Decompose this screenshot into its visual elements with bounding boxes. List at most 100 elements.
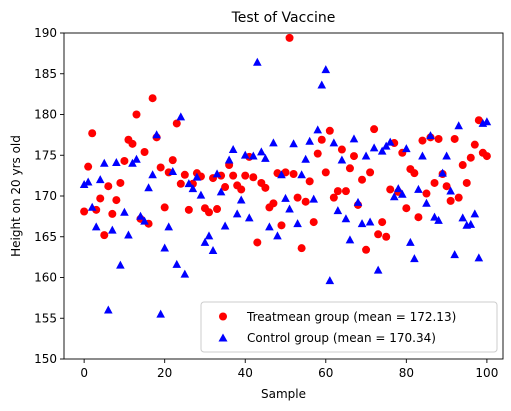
data-point-control xyxy=(184,179,194,188)
data-point-control xyxy=(200,237,210,246)
data-point-treatment xyxy=(213,205,222,214)
data-point-control xyxy=(108,225,117,234)
data-point-control xyxy=(265,222,274,231)
data-point-treatment xyxy=(442,182,451,191)
data-point-control xyxy=(83,177,93,186)
data-point-control xyxy=(79,179,89,188)
data-point-treatment xyxy=(249,173,258,182)
data-point-treatment xyxy=(301,197,310,206)
data-point-treatment xyxy=(88,129,97,138)
data-point-treatment xyxy=(241,171,250,180)
data-point-control xyxy=(418,151,427,160)
y-tick-label: 180 xyxy=(34,108,57,122)
data-point-treatment xyxy=(454,193,463,202)
data-point-control xyxy=(140,216,149,225)
data-point-control xyxy=(361,151,371,160)
data-point-control xyxy=(329,138,339,147)
data-point-control xyxy=(402,144,411,153)
data-point-control xyxy=(188,184,198,193)
data-point-control xyxy=(349,134,359,143)
data-point-control xyxy=(212,169,222,178)
data-point-treatment xyxy=(156,163,165,172)
data-point-control xyxy=(236,195,246,204)
data-point-control xyxy=(357,219,367,228)
data-point-control xyxy=(99,158,109,167)
data-point-treatment xyxy=(204,208,213,217)
data-point-treatment xyxy=(289,169,298,178)
data-point-control xyxy=(232,209,242,218)
data-point-treatment xyxy=(104,182,113,191)
x-axis-label: Sample xyxy=(261,387,306,401)
data-point-treatment xyxy=(160,203,169,212)
data-point-control xyxy=(112,157,121,166)
data-point-treatment xyxy=(450,134,459,143)
data-point-control xyxy=(196,190,206,199)
data-point-control xyxy=(281,193,290,202)
data-point-control xyxy=(369,143,379,152)
data-point-treatment xyxy=(321,168,330,177)
y-axis-label: Height on 20 yrs old xyxy=(9,135,23,257)
data-point-control xyxy=(228,144,238,153)
data-point-treatment xyxy=(100,231,109,240)
data-point-control xyxy=(248,151,258,160)
data-point-control xyxy=(180,269,190,278)
data-point-control xyxy=(204,231,214,240)
series-control xyxy=(79,57,492,318)
data-point-control xyxy=(377,146,387,155)
data-point-control xyxy=(216,187,226,196)
legend-label-control: Control group (mean = 170.34) xyxy=(247,331,436,345)
data-point-treatment xyxy=(221,183,230,192)
data-point-control xyxy=(156,309,165,318)
y-tick-label: 150 xyxy=(34,352,57,366)
legend-label-treatment: Treatmean group (mean = 172.13) xyxy=(246,310,456,324)
x-tick-label: 100 xyxy=(475,366,498,380)
data-point-treatment xyxy=(317,135,326,144)
legend: Treatmean group (mean = 172.13) Control … xyxy=(200,301,498,353)
data-point-treatment xyxy=(345,164,354,173)
data-point-control xyxy=(373,265,383,274)
x-axis: 0 20 40 60 80 100 xyxy=(80,359,498,380)
data-point-control xyxy=(325,276,335,285)
data-point-treatment xyxy=(96,194,105,203)
data-point-treatment xyxy=(434,134,443,143)
data-point-treatment xyxy=(293,193,302,202)
data-point-treatment xyxy=(333,187,342,196)
data-point-control xyxy=(160,243,169,252)
data-point-treatment xyxy=(358,175,367,184)
data-point-control xyxy=(261,153,270,162)
data-point-treatment xyxy=(309,218,318,227)
data-point-treatment xyxy=(418,136,427,145)
data-point-control xyxy=(430,212,439,221)
data-point-treatment xyxy=(140,147,149,156)
data-point-treatment xyxy=(341,187,350,196)
data-point-treatment xyxy=(410,169,419,178)
data-point-control xyxy=(466,219,476,228)
data-point-control xyxy=(144,183,153,192)
legend-marker-control xyxy=(218,333,228,342)
data-point-control xyxy=(164,222,174,231)
data-point-control xyxy=(365,217,375,226)
data-point-treatment xyxy=(305,177,314,186)
data-point-control xyxy=(192,172,202,181)
data-point-control xyxy=(454,121,463,130)
data-point-treatment xyxy=(229,171,238,180)
data-point-treatment xyxy=(430,178,439,187)
y-axis: 150 155 160 165 170 175 180 185 190 xyxy=(34,26,64,366)
data-point-control xyxy=(297,170,306,179)
data-point-control xyxy=(152,130,161,139)
data-point-treatment xyxy=(482,152,491,161)
data-point-treatment xyxy=(382,232,391,241)
data-point-control xyxy=(285,204,294,213)
data-point-control xyxy=(309,194,319,203)
y-tick-label: 170 xyxy=(34,189,57,203)
data-point-control xyxy=(136,211,145,220)
legend-marker-treatment xyxy=(219,312,227,321)
data-point-control xyxy=(273,231,282,240)
data-point-control xyxy=(337,155,347,164)
data-point-control xyxy=(120,207,129,216)
data-point-control xyxy=(381,141,391,150)
data-point-control xyxy=(289,139,298,148)
data-point-control xyxy=(422,198,431,207)
data-point-treatment xyxy=(176,179,185,188)
data-point-treatment xyxy=(80,207,89,216)
